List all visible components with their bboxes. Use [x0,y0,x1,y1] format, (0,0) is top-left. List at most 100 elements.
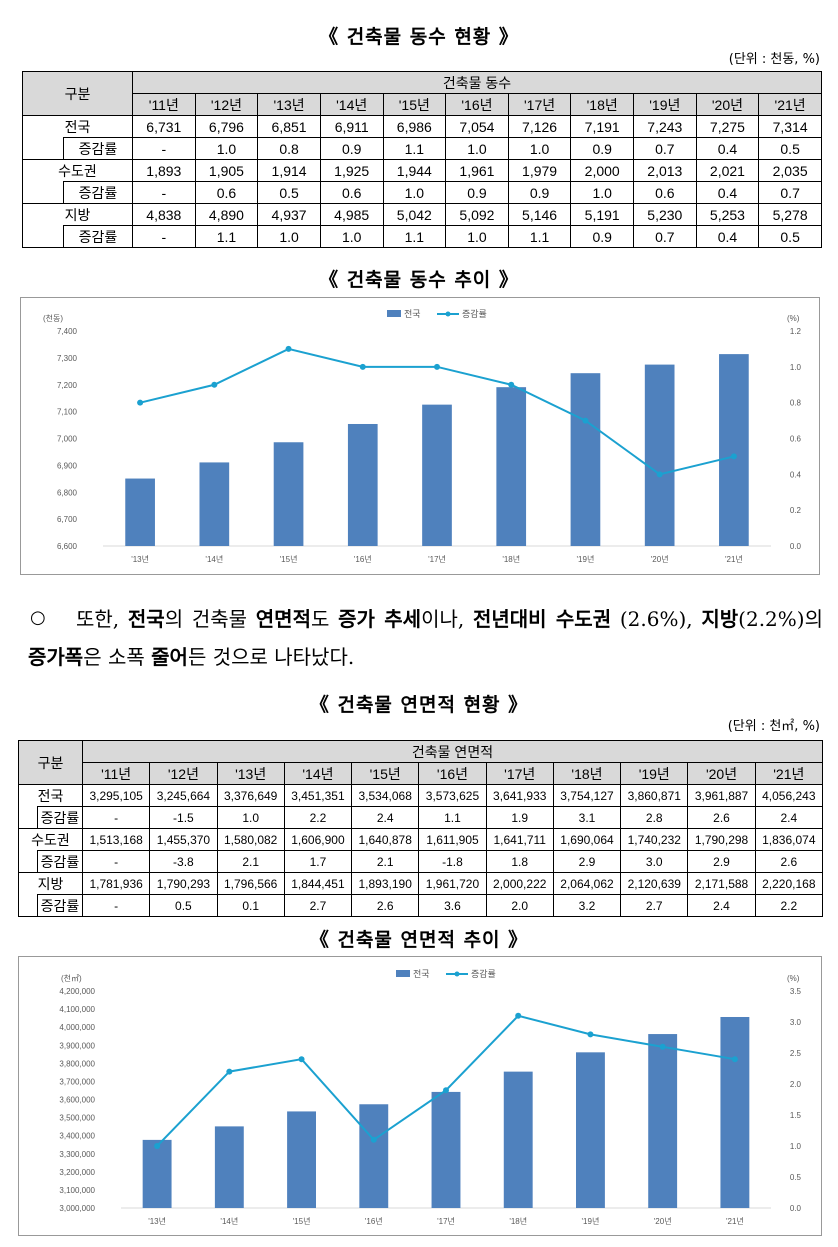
table-cell: 2.7 [283,894,353,917]
rate-point [508,381,515,388]
y2-tick-label: 0.0 [790,1204,802,1213]
legend-line-label: 증감률 [471,968,496,979]
table-cell: 2.6 [754,850,824,873]
table-row: 수도권 1,513,168 1,455,370 1,580,082 1,606,900 1… [18,828,824,851]
table-cell: 1,836,074 [754,828,824,851]
row-sublabel: 증감률 [37,894,83,917]
table-cell: 1.7 [283,850,353,873]
bar [287,1111,316,1208]
table-cell: 2.1 [351,850,420,873]
year-header: '19년 [633,93,697,116]
table-cell: 2.4 [351,806,420,829]
blank-cell [18,894,38,917]
year-header: '16년 [418,762,487,785]
y2-tick-label: 1.5 [790,1111,802,1120]
y-tick-label: 6,900 [57,461,78,470]
table-cell: 1,641,711 [485,828,554,851]
table-cell: 7,126 [507,115,572,138]
area-chart: 3,000,000 3,100,000 3,200,000 3,300,000 3,40… [18,956,822,1236]
table-cell: 1,611,905 [418,828,487,851]
y-tick-label: 7,400 [57,327,78,336]
table-cell: 0.4 [695,181,760,204]
year-header: '11년 [132,93,196,116]
table-cell: 7,243 [633,115,697,138]
table-cell: 4,838 [132,203,196,226]
table-cell: 3,961,887 [687,784,756,807]
table-cell: 2.1 [216,850,285,873]
y2-tick-label: 1.0 [790,1142,802,1151]
table-cell: 0.7 [633,225,697,248]
row-sublabel: 증감률 [37,850,83,873]
table-cell: 1,781,936 [81,872,151,895]
rate-point [359,363,366,370]
table-cell: - [81,850,151,873]
table-cell: 1,790,293 [149,872,218,895]
table-cell: 4,985 [319,203,384,226]
y2-tick-label: 2.0 [790,1080,802,1089]
table-cell: 6,851 [257,115,321,138]
bar [199,462,230,546]
table-cell: 1,893,190 [351,872,420,895]
bar [496,387,527,546]
row-label: 수도권 [22,159,133,182]
table-cell: 2,035 [758,159,822,182]
bar [214,1126,244,1208]
count-chart: 6,600 6,700 6,800 6,900 7,000 7,100 7,200 7,300… [20,297,820,575]
y2-tick-label: 0.2 [790,506,802,515]
row-sublabel: 증감률 [63,181,133,204]
table-cell: 1.0 [445,137,509,160]
table-cell: 3,573,625 [418,784,487,807]
area-table-unit: (단위 : 천㎡, %) [727,719,820,734]
rate-point [137,399,144,406]
table-cell: 0.4 [695,137,760,160]
table-cell: 1,979 [507,159,572,182]
table-cell: 3.2 [552,894,622,917]
year-header: '12년 [149,762,218,785]
table-cell: 1.8 [485,850,554,873]
rate-point [298,1056,305,1063]
table-cell: 2.2 [283,806,353,829]
legend-line-marker [454,971,460,977]
table-cell: 2.6 [687,806,756,829]
table-cell: 5,253 [695,203,760,226]
row-label: 지방 [18,872,83,895]
count-table: 구분 건축물 동수 '11년 '12년 '13년 '14년 '15년 '16년 '17년 '18년… [22,71,822,248]
bar [648,1034,678,1208]
y-tick-label: 3,400,000 [59,1132,95,1141]
count-chart-title: 《 건축물 동수 추이 》 [319,269,519,291]
table-cell: - [81,894,151,917]
table-row: 전국 3,295,105 3,245,664 3,376,649 3,451,351 3,… [18,784,824,807]
x-tick-label: '14년 [205,554,223,564]
table-cell: 1.0 [216,806,285,829]
row-label: 지방 [22,203,133,226]
y-tick-label: 6,800 [57,488,78,497]
table-cell: 6,986 [382,115,447,138]
table-cell: 1,905 [194,159,259,182]
table-cell: 1,640,878 [351,828,420,851]
y-tick-label: 4,200,000 [59,987,95,996]
bar [125,478,155,546]
header-group: 구분 [18,740,83,785]
row-label: 전국 [22,115,133,138]
table-cell: 6,796 [194,115,259,138]
table-cell: -1.8 [418,850,487,873]
table-row: 지방 4,838 4,890 4,937 4,985 5,042 5,092 5,146 5,1… [22,203,822,226]
table-cell: 5,278 [758,203,822,226]
y-tick-label: 3,600,000 [59,1096,95,1105]
x-tick-label: '21년 [726,1216,744,1226]
table-cell: 2.6 [351,894,420,917]
rate-point [659,1043,666,1050]
x-tick-label: '18년 [509,1216,527,1226]
table-cell: 1,796,566 [216,872,285,895]
x-tick-label: '17년 [428,554,446,564]
table-cell: 2.0 [485,894,554,917]
table-cell: 0.6 [319,181,384,204]
table-cell: 0.4 [695,225,760,248]
blank-cell [22,225,64,248]
year-header: '21년 [758,93,822,116]
y2-tick-label: 0.5 [790,1173,802,1182]
table-cell: 2.9 [687,850,756,873]
year-header: '13년 [257,93,321,116]
table-cell: 0.7 [633,137,697,160]
rate-point [656,471,663,478]
